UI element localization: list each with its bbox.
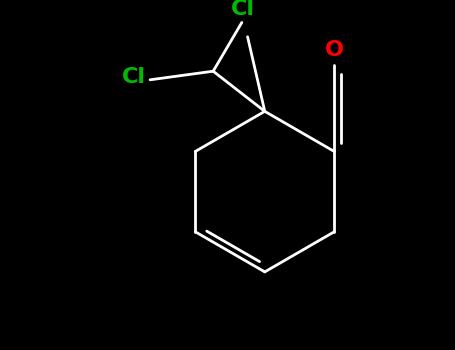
Text: O: O xyxy=(325,40,344,60)
Text: Cl: Cl xyxy=(231,0,255,19)
Text: Cl: Cl xyxy=(122,67,147,87)
